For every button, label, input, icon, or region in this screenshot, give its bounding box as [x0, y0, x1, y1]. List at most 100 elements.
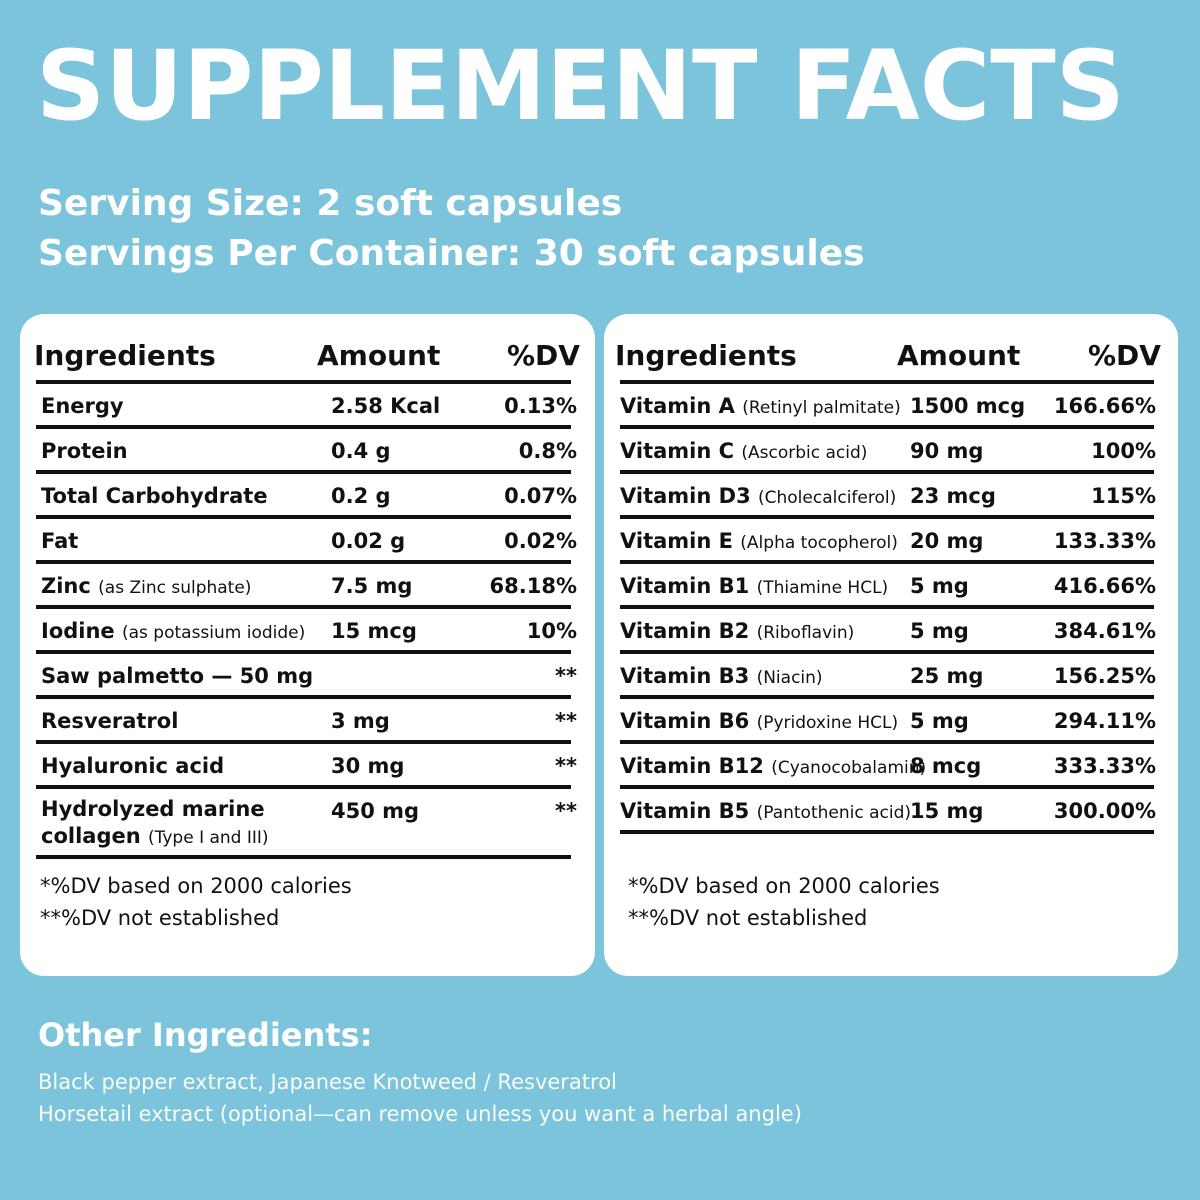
ingredient-amount: 90 mg	[910, 439, 984, 463]
table-row: Vitamin B6 (Pyridoxine HCL) 5 mg 294.11%	[620, 699, 1156, 740]
ingredient-note: (Niacin)	[756, 668, 823, 688]
table-row: Vitamin A (Retinyl palmitate) 1500 mcg 166…	[620, 384, 1156, 425]
ingredient-name: Vitamin B2 (Riboflavin)	[620, 619, 854, 644]
footnote-dv-based: *%DV based on 2000 calories	[628, 874, 940, 898]
ingredient-note: (Retinyl palmitate)	[742, 398, 901, 418]
ingredient-name-text: Vitamin C	[620, 439, 735, 463]
ingredient-amount: 20 mg	[910, 529, 984, 553]
table-row: Vitamin B3 (Niacin) 25 mg 156.25%	[620, 654, 1156, 695]
table-rule	[36, 785, 571, 789]
ingredient-name-text: Fat	[41, 529, 79, 553]
ingredient-name-text: Total Carbohydrate	[41, 484, 268, 508]
ingredient-name: Energy	[41, 394, 124, 419]
ingredient-dv: 10%	[526, 619, 577, 643]
table-rule	[36, 695, 571, 699]
ingredient-note: (Pantothenic acid)	[756, 803, 912, 823]
ingredient-name: Vitamin B6 (Pyridoxine HCL)	[620, 709, 898, 734]
page-title: SUPPLEMENT FACTS	[36, 30, 1125, 142]
table-rule	[36, 650, 571, 654]
ingredient-amount: 23 mcg	[910, 484, 996, 508]
other-ingredients-line: Black pepper extract, Japanese Knotweed …	[38, 1070, 617, 1094]
ingredient-name-text: Iodine	[41, 619, 115, 643]
ingredient-name: Vitamin B1 (Thiamine HCL)	[620, 574, 888, 599]
table-rule	[36, 605, 571, 609]
ingredient-name: Iodine (as potassium iodide)	[41, 619, 305, 644]
ingredient-dv: 0.07%	[504, 484, 577, 508]
ingredient-amount: 15 mg	[910, 799, 984, 823]
ingredient-name-text: Vitamin B6	[620, 709, 750, 733]
table-row: Vitamin D3 (Cholecalciferol) 23 mcg 115%	[620, 474, 1156, 515]
ingredient-note: (Type I and III)	[147, 828, 269, 848]
ingredient-dv: **	[555, 664, 577, 688]
header-amount: Amount	[897, 339, 1021, 372]
ingredient-dv: 294.11%	[1053, 709, 1156, 733]
ingredient-note: (Alpha tocopherol)	[740, 533, 898, 553]
header-ingredients: Ingredients	[34, 339, 216, 372]
ingredient-name-text: Vitamin B2	[620, 619, 750, 643]
ingredient-name-text: Saw palmetto — 50 mg	[41, 664, 314, 688]
ingredient-amount: 8 mcg	[910, 754, 982, 778]
ingredient-name-text: Vitamin B1	[620, 574, 750, 598]
table-row: Total Carbohydrate 0.2 g 0.07%	[36, 474, 577, 515]
ingredient-dv: 384.61%	[1053, 619, 1156, 643]
ingredient-name: Hydrolyzed marine collagen (Type I and I…	[41, 796, 301, 850]
ingredient-name: Total Carbohydrate	[41, 484, 268, 509]
ingredient-amount: 5 mg	[910, 619, 969, 643]
ingredient-amount: 25 mg	[910, 664, 984, 688]
ingredient-note: (Ascorbic acid)	[741, 443, 868, 463]
other-ingredients-title: Other Ingredients:	[38, 1016, 373, 1054]
ingredient-amount: 450 mg	[331, 799, 420, 823]
table-rule	[36, 425, 571, 429]
ingredient-amount: 1500 mcg	[910, 394, 1026, 418]
ingredient-dv: **	[555, 799, 577, 823]
ingredient-dv: **	[555, 709, 577, 733]
ingredient-dv: 333.33%	[1053, 754, 1156, 778]
table-row: Zinc (as Zinc sulphate) 7.5 mg 68.18%	[36, 564, 577, 605]
table-rule	[620, 380, 1154, 384]
ingredient-dv: 0.02%	[504, 529, 577, 553]
ingredient-note: (Pyridoxine HCL)	[756, 713, 899, 733]
table-rule	[620, 785, 1154, 789]
table-rule	[620, 515, 1154, 519]
right-table-rows: Vitamin A (Retinyl palmitate) 1500 mcg 166…	[620, 380, 1156, 834]
ingredient-name: Vitamin B12 (Cyanocobalamin)	[620, 754, 926, 779]
ingredient-name-text: Hyaluronic acid	[41, 754, 225, 778]
table-row: Energy 2.58 Kcal 0.13%	[36, 384, 577, 425]
table-row: Hydrolyzed marine collagen (Type I and I…	[36, 789, 577, 855]
ingredient-dv: 115%	[1091, 484, 1156, 508]
ingredient-dv: 0.8%	[518, 439, 577, 463]
right-facts-card: Ingredients Amount %DV Vitamin A (Retiny…	[604, 314, 1178, 976]
ingredient-dv: 300.00%	[1053, 799, 1156, 823]
ingredient-name-text: Energy	[41, 394, 124, 418]
ingredient-dv: 166.66%	[1053, 394, 1156, 418]
ingredient-name-text: Hydrolyzed marine collagen	[41, 797, 265, 848]
table-row: Resveratrol 3 mg **	[36, 699, 577, 740]
table-row: Saw palmetto — 50 mg **	[36, 654, 577, 695]
ingredient-amount: 3 mg	[331, 709, 390, 733]
ingredient-dv: 68.18%	[489, 574, 577, 598]
right-table-header: Ingredients Amount %DV	[604, 342, 1178, 382]
table-row: Protein 0.4 g 0.8%	[36, 429, 577, 470]
ingredient-note: (Riboflavin)	[756, 623, 855, 643]
ingredient-name-text: Resveratrol	[41, 709, 179, 733]
ingredient-dv: 0.13%	[504, 394, 577, 418]
table-row: Vitamin B5 (Pantothenic acid) 15 mg 300.00…	[620, 789, 1156, 830]
ingredient-name-text: Vitamin B5	[620, 799, 750, 823]
ingredient-amount: 2.58 Kcal	[331, 394, 441, 418]
ingredient-dv: **	[555, 754, 577, 778]
ingredient-dv: 133.33%	[1053, 529, 1156, 553]
ingredient-amount: 7.5 mg	[331, 574, 413, 598]
ingredient-name-text: Zinc	[41, 574, 91, 598]
ingredient-name-text: Vitamin D3	[620, 484, 751, 508]
table-rule	[36, 740, 571, 744]
header-ingredients: Ingredients	[615, 339, 797, 372]
other-ingredients-line: Horsetail extract (optional—can remove u…	[38, 1102, 802, 1126]
footnote-dv-based: *%DV based on 2000 calories	[40, 874, 352, 898]
table-rule	[620, 425, 1154, 429]
table-row: Fat 0.02 g 0.02%	[36, 519, 577, 560]
left-table-rows: Energy 2.58 Kcal 0.13% Protein 0.4 g 0.8% Tota…	[36, 380, 577, 859]
ingredient-name: Vitamin C (Ascorbic acid)	[620, 439, 867, 464]
ingredient-name-text: Vitamin B3	[620, 664, 750, 688]
table-row: Vitamin E (Alpha tocopherol) 20 mg 133.33%	[620, 519, 1156, 560]
table-row: Vitamin B12 (Cyanocobalamin) 8 mcg 333.33%	[620, 744, 1156, 785]
